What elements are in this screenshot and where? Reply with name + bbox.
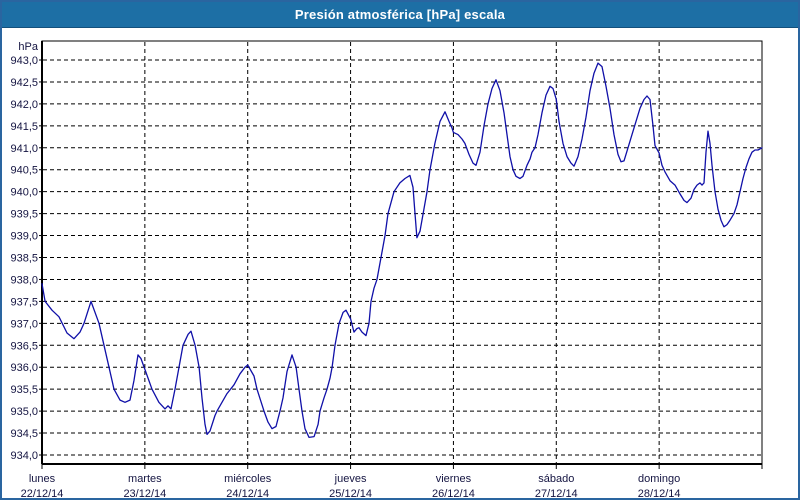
y-tick-label: 936,0 (10, 362, 38, 374)
y-tick-label: 939,5 (10, 209, 38, 221)
y-tick-label: 935,0 (10, 406, 38, 418)
pressure-line (41, 62, 763, 439)
x-day-name-label: martes (128, 473, 162, 485)
x-day-date-label: 22/12/14 (21, 488, 64, 500)
y-tick-label: 934,5 (10, 428, 38, 440)
y-tick-label: 938,0 (10, 274, 38, 286)
x-day-name-label: miércoles (224, 473, 272, 485)
y-tick-label: 937,0 (10, 318, 38, 330)
plot-border (41, 40, 763, 465)
x-day-name-label: sábado (538, 473, 574, 485)
x-day-date-label: 23/12/14 (123, 488, 166, 500)
x-day-date-label: 26/12/14 (432, 488, 475, 500)
x-day-date-label: 24/12/14 (226, 488, 269, 500)
y-axis-unit-label: hPa (18, 41, 38, 53)
y-tick-label: 940,5 (10, 165, 38, 177)
x-day-date-label: 25/12/14 (329, 488, 372, 500)
y-tick-label: 939,0 (10, 231, 38, 243)
chart-title: Presión atmosférica [hPa] escala (294, 7, 506, 22)
y-tick-label: 941,0 (10, 143, 38, 155)
x-day-name-label: domingo (638, 473, 680, 485)
title-bar: Presión atmosférica [hPa] escala (2, 2, 798, 28)
y-tick-label: 936,5 (10, 340, 38, 352)
x-day-name-label: lunes (29, 473, 56, 485)
x-day-date-label: 28/12/14 (638, 488, 681, 500)
x-day-name-label: viernes (436, 473, 472, 485)
y-tick-label: 940,0 (10, 187, 38, 199)
y-tick-label: 941,5 (10, 121, 38, 133)
y-tick-label: 934,0 (10, 450, 38, 462)
y-tick-label: 943,0 (10, 55, 38, 67)
x-day-date-label: 27/12/14 (535, 488, 578, 500)
y-tick-label: 935,5 (10, 384, 38, 396)
y-tick-label: 942,0 (10, 99, 38, 111)
y-tick-label: 937,5 (10, 296, 38, 308)
y-tick-label: 938,5 (10, 253, 38, 265)
y-tick-label: 942,5 (10, 77, 38, 89)
x-day-name-label: jueves (334, 473, 367, 485)
